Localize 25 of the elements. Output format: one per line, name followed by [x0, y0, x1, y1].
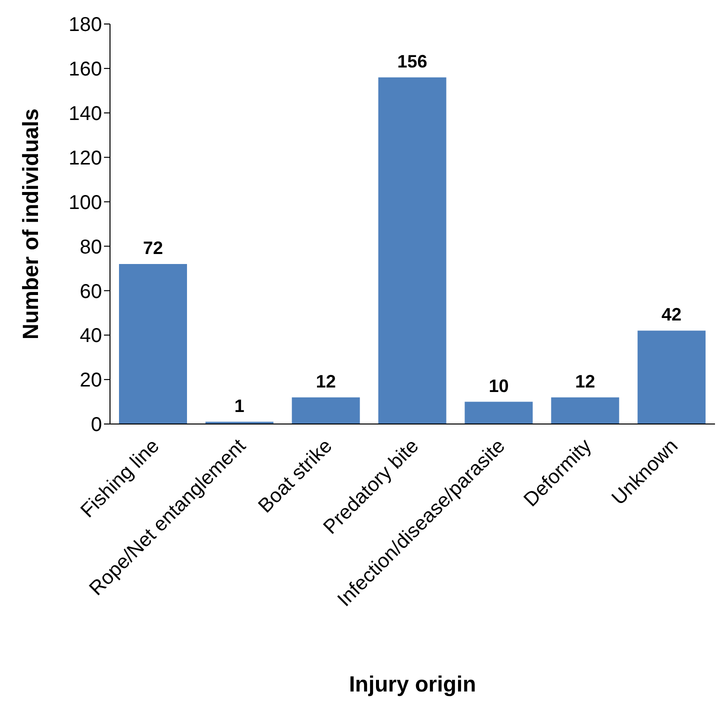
bar [292, 397, 360, 424]
y-tick-label: 60 [80, 280, 102, 303]
y-tick-label: 160 [68, 58, 102, 81]
data-label: 156 [397, 51, 428, 72]
bar [119, 264, 187, 424]
bar [378, 77, 446, 424]
data-label: 12 [575, 371, 596, 392]
data-label: 72 [142, 238, 164, 258]
y-tick-label: 140 [68, 102, 102, 125]
y-tick-label: 40 [80, 325, 102, 348]
x-axis-title: Injury origin [348, 672, 476, 697]
bar [464, 402, 533, 424]
y-tick-label: 120 [68, 147, 102, 170]
y-tick-label: 20 [80, 370, 102, 392]
y-tick-label: 80 [80, 236, 102, 258]
data-label: 10 [488, 376, 509, 396]
bar [551, 397, 620, 424]
y-axis-title: Number of individuals [18, 108, 43, 340]
data-label: 42 [662, 304, 682, 325]
data-label: 12 [316, 371, 336, 392]
bar [638, 330, 706, 424]
y-tick-label: 0 [90, 414, 102, 436]
data-label: 1 [234, 396, 244, 416]
y-tick-label: 180 [68, 14, 102, 36]
y-tick-label: 100 [68, 192, 102, 214]
